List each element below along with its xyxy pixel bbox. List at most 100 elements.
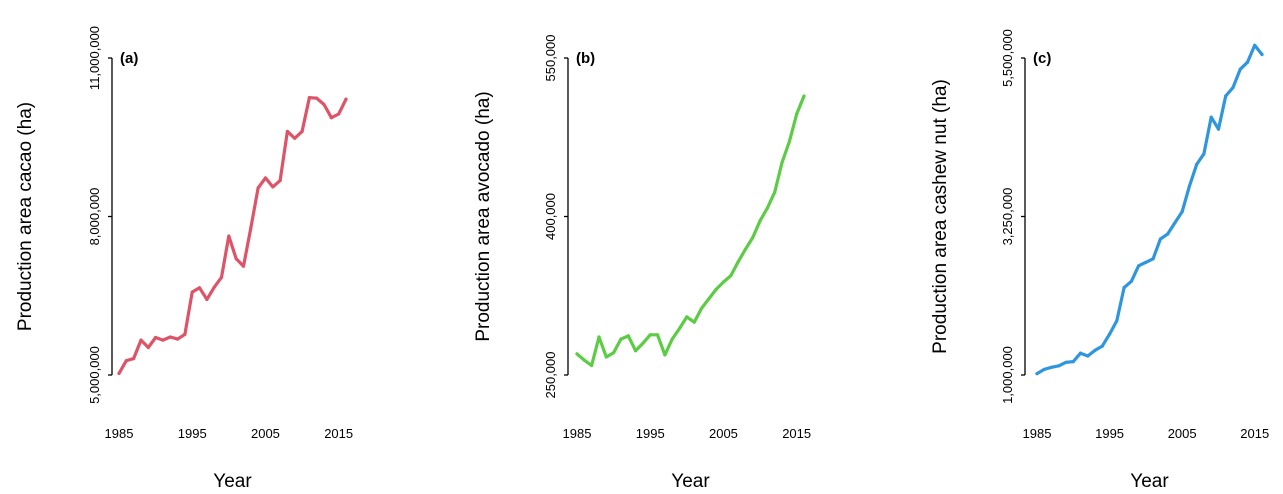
- chart-2-data-point: [1202, 152, 1206, 156]
- chart-0-x-axis-title: Year: [213, 471, 252, 492]
- chart-1-data-point: [751, 236, 755, 240]
- chart-1-data-point: [765, 206, 769, 210]
- chart-1-data-point: [677, 326, 682, 331]
- chart-0-data-point: [168, 335, 172, 339]
- chart-2-data-point: [1042, 367, 1046, 371]
- chart-2-data-point: [1180, 209, 1184, 214]
- chart-2-y-tick-label: 5,500,000: [1000, 29, 1015, 87]
- chart-2-data-point: [1057, 364, 1061, 368]
- chart-2-x-axis-title: Year: [1130, 471, 1169, 492]
- chart-0-data-point: [161, 338, 165, 342]
- chart-1-y-tick-label: 400,000: [543, 193, 558, 240]
- chart-2-data-point: [1049, 365, 1054, 369]
- chart-0-data-point: [307, 96, 311, 100]
- chart-1-x-tick-label: 1995: [636, 426, 665, 441]
- chart-0-data-point: [175, 337, 180, 341]
- chart-2-data-point: [1173, 221, 1177, 225]
- chart-0-y-tick-label: 5,000,000: [87, 346, 102, 404]
- chart-2-data-point: [1151, 257, 1155, 261]
- chart-0-series-line: [117, 95, 348, 375]
- chart-2-data-point: [1071, 360, 1075, 364]
- chart-1-data-point: [707, 297, 711, 301]
- chart-0-data-point: [278, 178, 282, 183]
- chart-1-data-point: [590, 363, 594, 368]
- chart-1-data-point: [604, 355, 608, 359]
- chart-0-data-point: [285, 129, 290, 134]
- chart-0-data-point: [205, 297, 209, 302]
- chart-0-data-point: [263, 176, 268, 180]
- chart-2-x-tick-label: 2015: [1240, 426, 1269, 441]
- chart-0-data-point: [117, 371, 121, 376]
- chart-0-data-point: [132, 357, 136, 361]
- chart-2-data-point: [1260, 52, 1264, 57]
- chart-0-y-axis-title: Production area cacao (ha): [15, 102, 36, 331]
- chart-2-data-point: [1238, 67, 1242, 71]
- chart-0-data-point: [315, 96, 319, 100]
- chart-1-data-point: [795, 112, 799, 116]
- chart-0-y-tick-label: 11,000,000: [87, 26, 102, 90]
- chart-2-data-point: [1115, 319, 1119, 323]
- chart-0-x-tick-label: 1995: [178, 426, 207, 441]
- chart-2-y-tick-label: 3,250,000: [1000, 188, 1015, 246]
- chart-1-data-point: [619, 337, 623, 341]
- chart-0-data-point: [293, 136, 297, 140]
- chart-1-data-point: [736, 260, 740, 264]
- chart-2-data-point: [1129, 279, 1133, 283]
- chart-0-panel-label: (a): [120, 50, 138, 67]
- chart-1-data-point: [648, 333, 652, 337]
- chart-0-x-tick-label: 2015: [324, 426, 353, 441]
- chart-2-data-point: [1078, 351, 1083, 355]
- chart-1-data-point: [773, 190, 777, 194]
- chart-1-x-tick-label: 2015: [782, 426, 811, 441]
- chart-2-y-tick-label: 1,000,000: [1000, 346, 1015, 404]
- chart-1-data-point: [655, 333, 660, 337]
- chart-1-data-point: [641, 341, 645, 345]
- chart-0-data-point: [190, 290, 194, 294]
- chart-0-data-point: [146, 345, 150, 350]
- chart-1-data-point: [575, 352, 579, 356]
- chart-1-data-point: [758, 219, 762, 223]
- chart-0-data-point: [154, 335, 158, 340]
- chart-0-x-tick-label: 1985: [105, 426, 134, 441]
- chart-2-data-point: [1137, 264, 1141, 268]
- chart-1-series-line: [575, 94, 806, 368]
- chart-1-y-tick-label: 550,000: [543, 35, 558, 82]
- chart-1-data-point: [802, 94, 806, 98]
- chart-2-x-tick-label: 1985: [1023, 426, 1052, 441]
- chart-1-y-axis-title: Production area avocado (ha): [473, 91, 494, 341]
- chart-0-data-point: [241, 264, 246, 268]
- chart-0-data-point: [219, 275, 224, 279]
- chart-2-data-point: [1253, 43, 1257, 47]
- chart-1-data-point: [699, 306, 704, 311]
- chart-2-data-point: [1100, 344, 1104, 348]
- chart-1-data-point: [597, 335, 601, 339]
- chart-1-y-tick-label: 250,000: [543, 352, 558, 399]
- chart-2-data-point: [1064, 360, 1068, 364]
- chart-0-data-point: [300, 129, 304, 134]
- chart-2-data-point: [1187, 184, 1192, 188]
- chart-0-data-point: [234, 257, 238, 261]
- chart-1-data-point: [743, 247, 748, 251]
- chart-2-data-point: [1224, 94, 1228, 98]
- chart-0-y-tick-label: 8,000,000: [87, 188, 102, 246]
- chart-2-data-point: [1231, 85, 1235, 90]
- chart-2-data-point: [1158, 237, 1162, 241]
- chart-1-data-point: [685, 315, 689, 319]
- chart-2-data-point: [1093, 348, 1097, 352]
- chart-1-data-point: [633, 349, 638, 353]
- chart-0-data-point: [124, 359, 128, 363]
- chart-1-data-point: [582, 358, 586, 362]
- chart-1-x-tick-label: 1985: [563, 426, 592, 441]
- chart-0-data-point: [337, 112, 341, 116]
- chart-0-data-point: [322, 102, 326, 107]
- chart-1-data-point: [612, 351, 616, 355]
- chart-1-data-point: [663, 353, 667, 357]
- chart-2-x-tick-label: 2005: [1168, 426, 1197, 441]
- chart-0-data-point: [212, 285, 216, 289]
- chart-0-data-point: [256, 186, 260, 190]
- chart-0-data-point: [329, 116, 333, 120]
- chart-0-data-point: [183, 332, 187, 336]
- chart-0-x-tick-label: 2005: [251, 426, 280, 441]
- chart-0-data-point: [139, 338, 143, 342]
